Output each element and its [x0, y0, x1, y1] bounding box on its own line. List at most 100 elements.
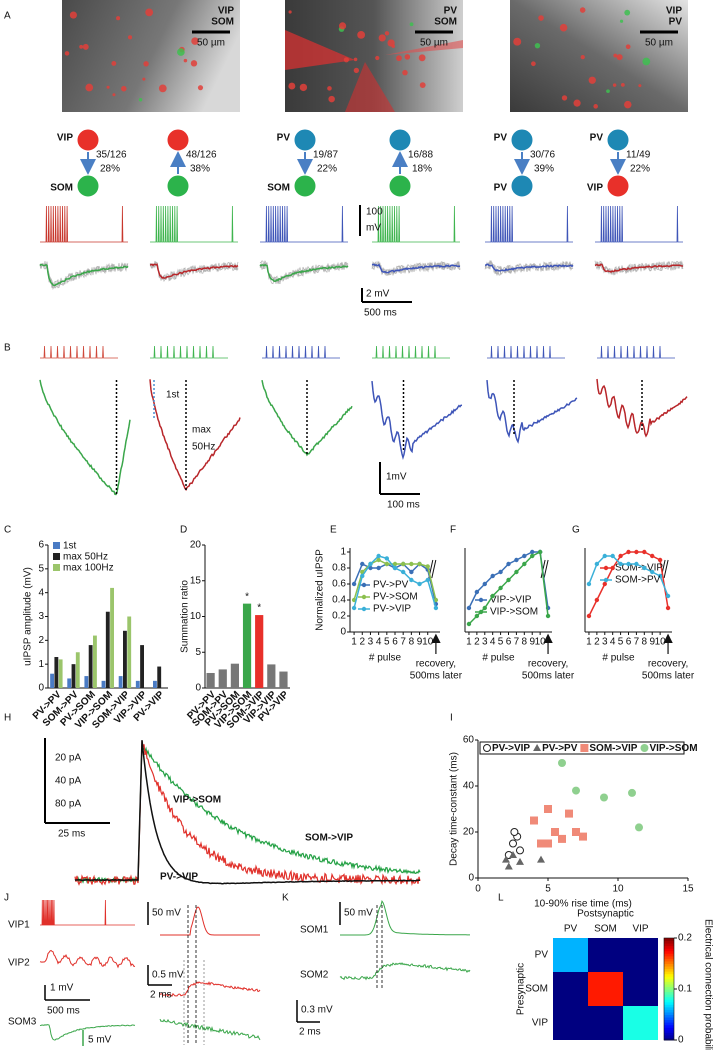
- trial-trace: [484, 260, 574, 277]
- stim-train: [40, 345, 118, 359]
- cell: [624, 9, 631, 16]
- heat-cell: [588, 972, 623, 1006]
- data-point: [425, 577, 430, 583]
- legend-label: PV->VIP: [492, 743, 530, 754]
- data-point: [594, 597, 600, 603]
- bar: [267, 664, 276, 688]
- bar: [135, 680, 140, 688]
- x-tick-label: 8: [409, 637, 415, 648]
- legend-swatch: [53, 542, 60, 549]
- cell: [573, 99, 581, 107]
- colorbar-step: [664, 1029, 674, 1033]
- data-point: [650, 569, 655, 575]
- data-point: [482, 581, 487, 587]
- legend-marker: [533, 744, 542, 751]
- voltage-trace: [340, 900, 470, 936]
- legend-label: PV->PV: [373, 580, 409, 591]
- average-trace: [261, 379, 353, 457]
- legend-label: SOM->VIP: [615, 563, 663, 574]
- data-point: [572, 786, 580, 795]
- legend-label: PV->SOM: [373, 592, 418, 603]
- bar: [84, 676, 89, 688]
- annotation: 50Hz: [192, 442, 215, 453]
- colorbar-step: [664, 945, 674, 949]
- annotation: recovery,: [528, 659, 568, 670]
- y-axis-label: Presynaptic: [516, 963, 527, 1015]
- x-tick-label: 10: [535, 637, 547, 648]
- legend-marker: [483, 744, 491, 752]
- colorbar-step: [664, 1006, 674, 1010]
- connection-percent: 18%: [412, 164, 432, 175]
- cell: [138, 97, 143, 102]
- data-point: [376, 565, 381, 571]
- voltage-trace: [39, 949, 136, 969]
- x-axis-label: 10-90% rise time (ms): [534, 899, 632, 910]
- x-tick-label: 5: [545, 884, 551, 895]
- trace-label: SOM->VIP: [305, 833, 353, 844]
- scale-label: 0.5 mV: [152, 970, 184, 981]
- cell: [419, 82, 426, 89]
- cell-label: VIP: [57, 133, 73, 144]
- average-trace: [485, 263, 574, 272]
- cell: [612, 83, 617, 87]
- average-trace: [486, 380, 578, 444]
- bar: [101, 680, 106, 688]
- data-point: [506, 561, 511, 567]
- data-point: [409, 569, 414, 575]
- column-label: PV: [564, 924, 578, 935]
- scale-label: 50 mV: [344, 908, 373, 919]
- trace-label: SOM2: [300, 970, 329, 981]
- data-point: [506, 577, 511, 583]
- cell: [580, 55, 585, 60]
- trial-trace: [39, 261, 129, 289]
- data-point: [392, 561, 398, 567]
- annotation: recovery,: [416, 659, 456, 670]
- colorbar-step: [664, 955, 674, 959]
- data-point: [610, 565, 615, 571]
- colorbar-step: [664, 981, 674, 985]
- y-axis-label: Decay time-constant (ms): [449, 752, 460, 866]
- colorbar-step: [664, 1009, 674, 1013]
- colorbar-step: [664, 1001, 674, 1005]
- bar: [71, 664, 76, 688]
- data-point: [602, 553, 607, 559]
- trace-label: SOM1: [300, 925, 329, 936]
- y-tick-label: 1: [340, 547, 346, 558]
- data-point: [586, 613, 592, 619]
- legend-marker: [361, 606, 367, 612]
- cell: [116, 16, 121, 21]
- colorbar-step: [664, 948, 674, 952]
- cell: [69, 11, 77, 19]
- image-label: SOM: [434, 17, 457, 28]
- cell: [112, 93, 116, 97]
- cell: [177, 48, 185, 56]
- cell: [513, 37, 522, 46]
- data-point: [466, 621, 472, 627]
- heat-cell: [553, 938, 588, 972]
- data-point: [544, 839, 552, 848]
- legend-label: SOM->VIP: [589, 743, 637, 754]
- cell: [143, 61, 149, 67]
- bar: [123, 630, 127, 688]
- legend-marker: [580, 744, 589, 752]
- data-point: [384, 556, 390, 561]
- colorbar-step: [664, 1017, 674, 1021]
- data-point: [602, 581, 607, 587]
- colorbar-tick-label: 0.1: [678, 984, 692, 995]
- average-trace: [259, 263, 349, 283]
- scale-label: 100: [366, 207, 383, 218]
- connection-ratio: 19/87: [313, 150, 338, 161]
- cell: [158, 84, 167, 93]
- data-point: [514, 569, 519, 575]
- heat-cell: [588, 1006, 623, 1040]
- cell-label: VIP: [587, 183, 603, 194]
- cell: [561, 95, 568, 101]
- cell: [391, 44, 396, 49]
- image-label: VIP: [666, 6, 682, 17]
- annotation: max: [192, 425, 211, 436]
- y-tick-label: 0.4: [332, 595, 346, 606]
- x-tick-label: 6: [506, 637, 512, 648]
- scale-label: 2 mV: [366, 289, 390, 300]
- cell: [327, 86, 332, 91]
